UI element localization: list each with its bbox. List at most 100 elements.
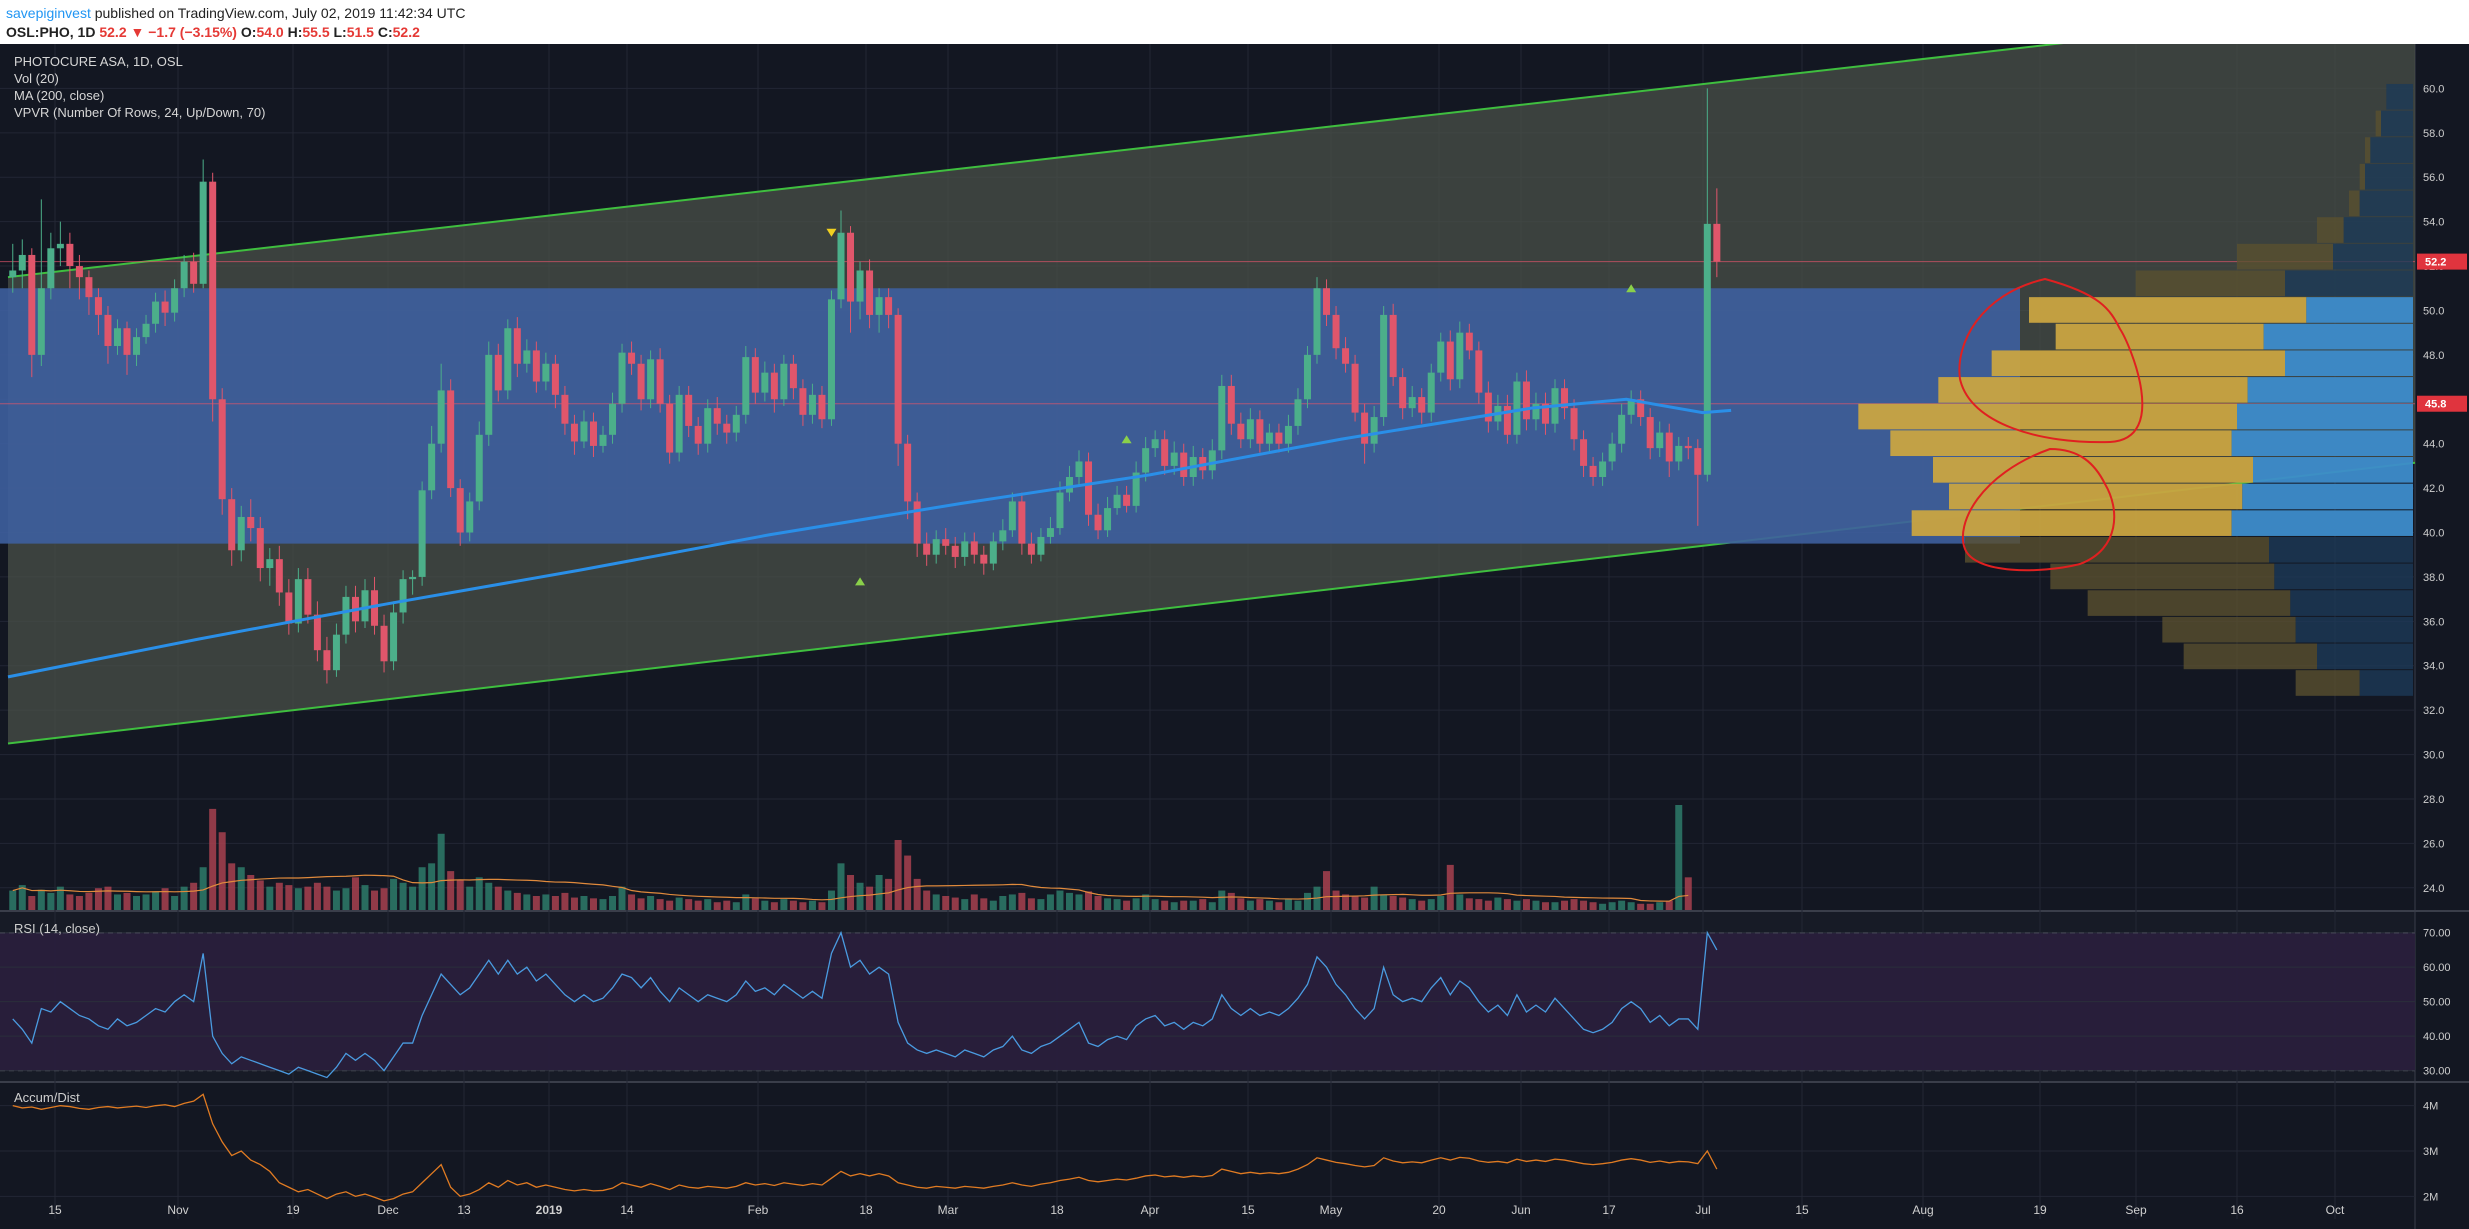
volume-bar (1008, 894, 1016, 910)
x-tick-label: Feb (748, 1203, 769, 1217)
volume-bar (323, 886, 331, 910)
y-tick-label: 40.0 (2423, 528, 2444, 540)
x-tick-label: 18 (1050, 1203, 1064, 1217)
volume-bar (1665, 900, 1673, 910)
x-tick-label: Mar (938, 1203, 959, 1217)
volume-bar (466, 886, 474, 910)
y-tick-label: 44.0 (2423, 439, 2444, 451)
vpvr-down-bar (2231, 510, 2413, 536)
vpvr-down-bar (2237, 403, 2413, 430)
vpvr-up-bar (2365, 137, 2371, 163)
candle-body (970, 541, 978, 555)
ad-tick-label: 4M (2423, 1101, 2438, 1113)
volume-bar (1018, 892, 1026, 910)
candle-body (1408, 397, 1416, 409)
volume-bar (570, 897, 578, 910)
volume-bar (1342, 894, 1350, 910)
signal-marker-icon (855, 577, 866, 586)
candle-body (304, 579, 312, 615)
volume-bar (580, 896, 588, 910)
candle-body (1484, 392, 1492, 422)
candle-body (228, 499, 236, 551)
candle-body (313, 614, 321, 651)
volume-bar (628, 894, 636, 910)
y-tick-label: 28.0 (2423, 794, 2444, 806)
x-tick-label: Jun (1511, 1203, 1530, 1217)
x-tick-label: Oct (2326, 1203, 2345, 1217)
publisher-name[interactable]: savepiginvest (6, 5, 91, 21)
volume-bar (1370, 886, 1378, 910)
vpvr-down-bar (2333, 243, 2413, 270)
volume-bar (133, 896, 141, 910)
volume-bar (970, 894, 978, 910)
candle-body (180, 261, 188, 289)
candle-body (1065, 477, 1073, 493)
legend-vol: Vol (20) (14, 71, 59, 86)
candle-body (637, 363, 645, 400)
signal-marker-icon (1121, 435, 1132, 444)
volume-bar (1046, 894, 1054, 910)
candle-body (1503, 405, 1511, 435)
volume-bar (456, 880, 464, 910)
volume-bar (1580, 900, 1588, 910)
candle-body (494, 354, 502, 391)
x-tick-label: 13 (457, 1203, 471, 1217)
vpvr-down-bar (2359, 190, 2413, 217)
candle-body (1246, 419, 1254, 440)
volume-bar (961, 899, 969, 910)
candle-body (656, 359, 664, 404)
vpvr-down-bar (2295, 616, 2413, 643)
vpvr-up-bar (2359, 163, 2365, 190)
volume-bar (1265, 900, 1273, 910)
chart-canvas[interactable]: 15 Nov 19 Dec 13 2019 14 Feb 18 Mar 18 Apr 15 May 20 Ju… (0, 44, 2469, 1229)
volume-bar (1275, 902, 1283, 910)
volume-bar (313, 882, 321, 910)
volume-bar (18, 885, 26, 910)
volume-bar (1085, 891, 1093, 910)
candle-body (1094, 514, 1102, 531)
volume-bar (885, 878, 893, 910)
volume-bar (589, 898, 597, 910)
candle-body (618, 352, 626, 404)
candle-body (847, 232, 855, 302)
candle-body (94, 297, 102, 315)
volume-bar (1437, 896, 1445, 910)
volume-bar (399, 882, 407, 910)
candle-body (1161, 439, 1169, 466)
volume-bar (1256, 899, 1264, 910)
candle-body (875, 297, 883, 315)
vpvr-down-bar (2306, 297, 2413, 323)
vpvr-down-bar (2359, 670, 2413, 696)
value-area-box (0, 288, 2020, 544)
candle-body (551, 363, 559, 395)
volume-bar (1427, 899, 1435, 910)
y-tick-label: 32.0 (2423, 705, 2444, 717)
volume-bar (180, 886, 188, 910)
volume-bar (1380, 894, 1388, 910)
volume-bar (1561, 900, 1569, 910)
candle-body (1361, 412, 1369, 444)
volume-bar (618, 886, 626, 910)
volume-bar (980, 898, 988, 910)
publish-line: savepiginvest published on TradingView.c… (6, 5, 465, 21)
candle-body (456, 488, 464, 533)
candle-body (1056, 492, 1064, 529)
candle-body (218, 399, 226, 500)
vpvr-down-bar (2274, 563, 2413, 590)
legend-title: PHOTOCURE ASA, 1D, OSL (14, 54, 183, 69)
y-tick-label: 42.0 (2423, 483, 2444, 495)
candle-body (28, 254, 36, 355)
vpvr-down-bar (2242, 483, 2413, 510)
volume-bar (599, 899, 607, 910)
volume-bar (361, 885, 369, 910)
vpvr-up-bar (2317, 217, 2344, 243)
x-tick-label: 17 (1602, 1203, 1616, 1217)
candle-body (104, 314, 112, 346)
volume-bar (532, 896, 540, 910)
volume-bar (637, 898, 645, 910)
volume-bar (694, 900, 702, 910)
volume-bar (1599, 903, 1607, 910)
candle-body (885, 297, 893, 315)
volume-bar (1589, 902, 1597, 910)
x-tick-label: Aug (1912, 1203, 1933, 1217)
